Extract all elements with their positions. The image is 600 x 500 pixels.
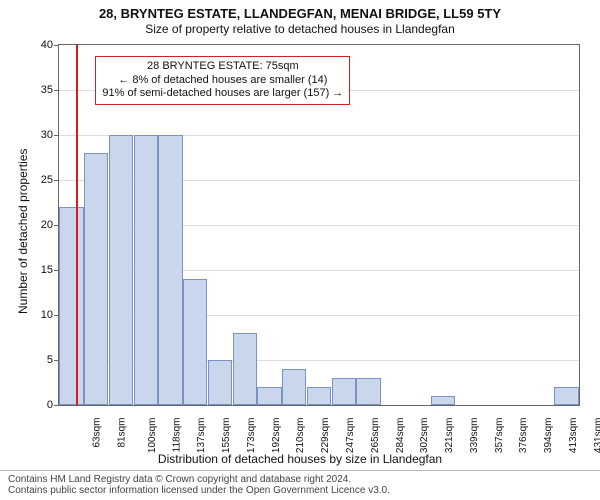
xtick-label: 357sqm bbox=[494, 418, 505, 454]
xtick-label: 81sqm bbox=[117, 418, 128, 448]
x-axis-label: Distribution of detached houses by size … bbox=[0, 452, 600, 466]
chart-title: 28, BRYNTEG ESTATE, LLANDEGFAN, MENAI BR… bbox=[0, 6, 600, 21]
bar bbox=[134, 135, 158, 405]
bar bbox=[332, 378, 356, 405]
bar bbox=[282, 369, 306, 405]
xtick-label: 431sqm bbox=[593, 418, 600, 454]
xtick-label: 302sqm bbox=[419, 418, 430, 454]
xtick-label: 229sqm bbox=[320, 418, 331, 454]
bar bbox=[109, 135, 133, 405]
xtick-label: 321sqm bbox=[444, 418, 455, 454]
y-axis-label: Number of detached properties bbox=[16, 149, 30, 314]
xtick-label: 247sqm bbox=[345, 418, 356, 454]
xtick-label: 265sqm bbox=[370, 418, 381, 454]
xtick-label: 376sqm bbox=[518, 418, 529, 454]
bar bbox=[233, 333, 257, 405]
xtick-label: 413sqm bbox=[568, 418, 579, 454]
chart-container: 28, BRYNTEG ESTATE, LLANDEGFAN, MENAI BR… bbox=[0, 0, 600, 500]
xtick-label: 210sqm bbox=[296, 418, 307, 454]
ytick-label: 0 bbox=[13, 399, 59, 411]
xtick-label: 339sqm bbox=[469, 418, 480, 454]
xtick-label: 118sqm bbox=[171, 418, 182, 453]
bar bbox=[59, 207, 83, 405]
footer-line-2: Contains public sector information licen… bbox=[8, 485, 592, 496]
bar bbox=[554, 387, 578, 405]
xtick-label: 394sqm bbox=[543, 418, 554, 454]
reference-line bbox=[76, 45, 78, 405]
bar bbox=[307, 387, 331, 405]
footer: Contains HM Land Registry data © Crown c… bbox=[0, 470, 600, 496]
annotation-line: 91% of semi-detached houses are larger (… bbox=[102, 87, 343, 101]
xtick-label: 173sqm bbox=[246, 418, 257, 454]
annotation-box: 28 BRYNTEG ESTATE: 75sqm← 8% of detached… bbox=[95, 56, 350, 105]
annotation-line: ← 8% of detached houses are smaller (14) bbox=[102, 74, 343, 88]
chart-subtitle: Size of property relative to detached ho… bbox=[0, 22, 600, 36]
bar bbox=[208, 360, 232, 405]
footer-line-1: Contains HM Land Registry data © Crown c… bbox=[8, 474, 592, 485]
xtick-label: 63sqm bbox=[92, 418, 103, 448]
ytick-label: 35 bbox=[13, 84, 59, 96]
xtick-label: 137sqm bbox=[197, 418, 208, 454]
ytick-label: 30 bbox=[13, 129, 59, 141]
bar bbox=[183, 279, 207, 405]
xtick-label: 192sqm bbox=[271, 418, 282, 454]
bar bbox=[257, 387, 281, 405]
xtick-label: 100sqm bbox=[147, 418, 158, 454]
ytick-label: 40 bbox=[13, 39, 59, 51]
xtick-label: 155sqm bbox=[221, 418, 232, 454]
xtick-label: 284sqm bbox=[395, 418, 406, 454]
bar bbox=[356, 378, 380, 405]
plot-area: 051015202530354028 BRYNTEG ESTATE: 75sqm… bbox=[58, 44, 580, 406]
bar bbox=[84, 153, 108, 405]
ytick-label: 5 bbox=[13, 354, 59, 366]
annotation-line: 28 BRYNTEG ESTATE: 75sqm bbox=[102, 60, 343, 74]
bar bbox=[431, 396, 455, 405]
bar bbox=[158, 135, 182, 405]
